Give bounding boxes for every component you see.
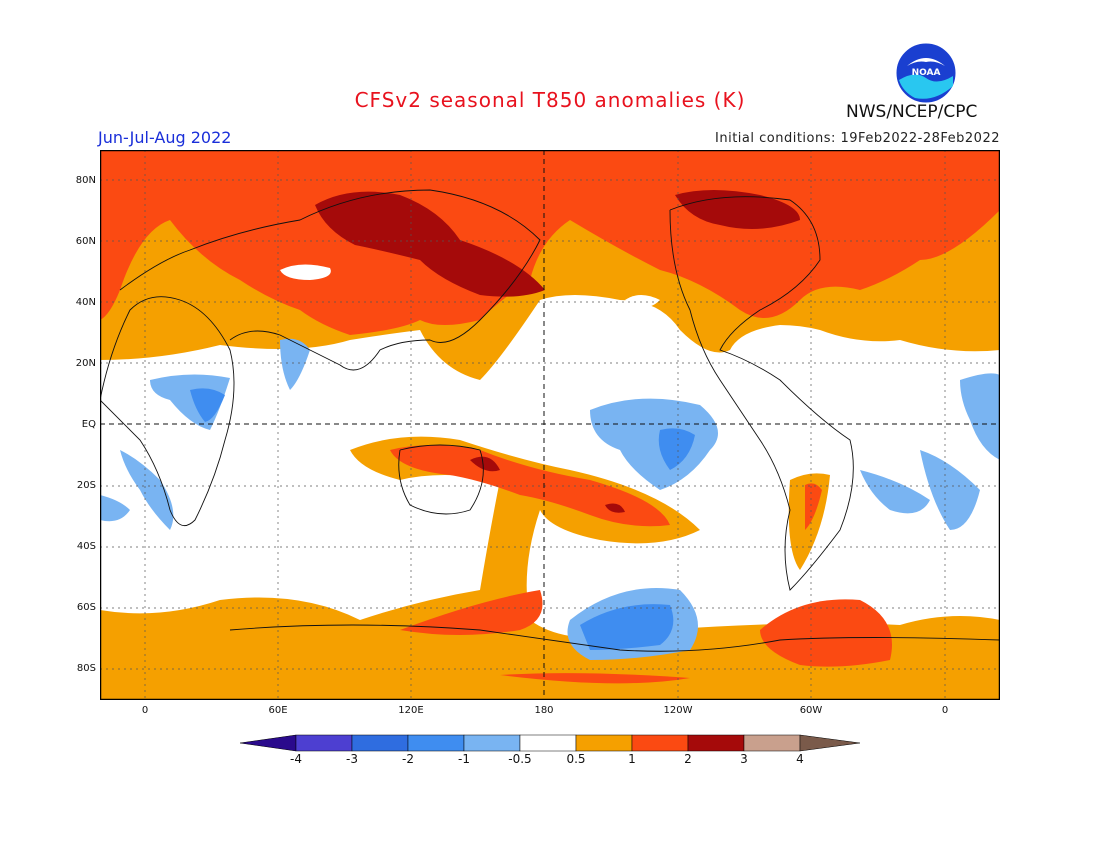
lat-label-40s: 40S bbox=[76, 541, 96, 552]
colorbar-swatch-9 bbox=[743, 734, 801, 752]
lat-label-eq: EQ bbox=[81, 419, 96, 430]
colorbar-label-3: -1 bbox=[458, 752, 470, 766]
colorbar-label-4: -0.5 bbox=[508, 752, 532, 766]
colorbar-label-6: 1 bbox=[628, 752, 636, 766]
noaa-logo-icon: NOAA bbox=[895, 42, 957, 104]
colorbar-label-1: -3 bbox=[346, 752, 358, 766]
colorbar-swatch-8 bbox=[687, 734, 745, 752]
colorbar-swatch-10 bbox=[799, 734, 860, 752]
colorbar-swatch-1 bbox=[295, 734, 353, 752]
lon-label-60e: 60E bbox=[268, 705, 288, 716]
colorbar-label-9: 4 bbox=[796, 752, 804, 766]
colorbar-label-2: -2 bbox=[402, 752, 414, 766]
map-title: CFSv2 seasonal T850 anomalies (K) bbox=[354, 88, 746, 112]
lon-label-60w: 60W bbox=[799, 705, 823, 716]
colorbar-swatch-2 bbox=[351, 734, 409, 752]
season-label: Jun-Jul-Aug 2022 bbox=[98, 128, 232, 147]
lon-label-120e: 120E bbox=[398, 705, 424, 716]
colorbar-swatch-0 bbox=[240, 734, 297, 752]
lon-label-0-right: 0 bbox=[941, 705, 949, 716]
logo-text: NOAA bbox=[912, 68, 941, 78]
lat-label-20s: 20S bbox=[76, 480, 96, 491]
lat-label-40n: 40N bbox=[75, 297, 96, 308]
lon-label-120w: 120W bbox=[663, 705, 693, 716]
lat-label-80n: 80N bbox=[75, 175, 96, 186]
lat-label-20n: 20N bbox=[75, 358, 96, 369]
colorbar-swatch-7 bbox=[631, 734, 689, 752]
agency-label: NWS/NCEP/CPC bbox=[846, 102, 978, 122]
lat-label-80s: 80S bbox=[76, 663, 96, 674]
colorbar-swatch-4 bbox=[463, 734, 521, 752]
lat-label-60s: 60S bbox=[76, 602, 96, 613]
colorbar-swatch-6 bbox=[575, 734, 633, 752]
anomaly-map bbox=[100, 150, 1000, 700]
lat-label-60n: 60N bbox=[75, 236, 96, 247]
colorbar-label-8: 3 bbox=[740, 752, 748, 766]
initial-conditions-label: Initial conditions: 19Feb2022-28Feb2022 bbox=[715, 131, 1000, 146]
colorbar bbox=[240, 734, 860, 752]
colorbar-label-0: -4 bbox=[290, 752, 302, 766]
lon-label-0: 0 bbox=[141, 705, 149, 716]
colorbar-label-7: 2 bbox=[684, 752, 692, 766]
colorbar-swatch-5 bbox=[519, 734, 577, 752]
lon-label-180: 180 bbox=[534, 705, 554, 716]
colorbar-label-5: 0.5 bbox=[566, 752, 586, 766]
colorbar-swatch-3 bbox=[407, 734, 465, 752]
